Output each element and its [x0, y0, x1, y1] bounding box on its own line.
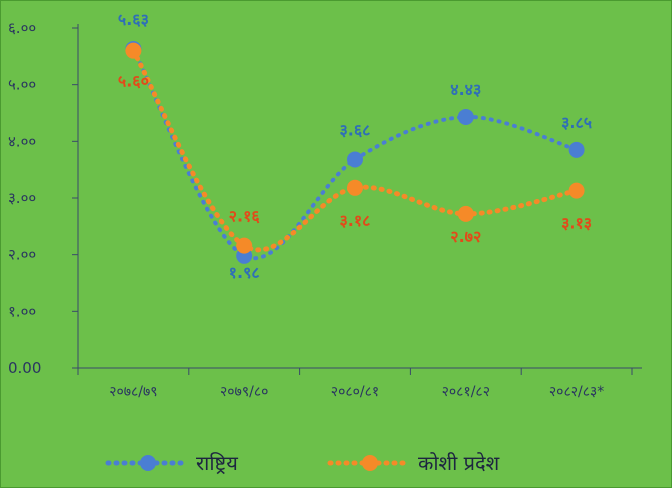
y-tick-label: ३.००: [8, 189, 36, 207]
x-tick-label: २०८२/८३*: [549, 384, 604, 400]
x-tick-label: २०७८/७९: [109, 384, 157, 400]
data-point-koshi: [568, 182, 585, 199]
series-line-koshi: [130, 48, 580, 253]
x-tick-label: २०८१/८२: [442, 384, 490, 400]
data-point-national: [347, 151, 363, 168]
data-label-koshi: २.१६: [229, 207, 261, 226]
data-label-koshi: ३.१८: [339, 211, 370, 230]
data-point-national: [568, 141, 585, 158]
data-label-national: ३.८५: [561, 113, 592, 132]
data-label-national: १.९८: [229, 263, 260, 282]
data-label-national: ५.६३: [118, 10, 149, 29]
series-lines: [130, 46, 580, 261]
data-point-koshi: [457, 205, 474, 222]
x-tick-label: २०७९/८०: [220, 384, 268, 400]
legend-label-national: राष्ट्रिय: [196, 451, 238, 475]
data-point-koshi: [236, 237, 253, 254]
data-label-koshi: ३.१३: [561, 214, 592, 233]
y-tick-label: २.००: [8, 246, 36, 264]
data-label-koshi: २.७२: [450, 227, 481, 246]
data-point-koshi: [125, 42, 142, 59]
legend-marker-koshi: [362, 455, 378, 471]
legend: राष्ट्रिय कोशी प्रदेश: [105, 451, 500, 475]
y-axis: 0.00 १.०० २.०० ३.०० ४.०० ५.०० ६.००: [8, 19, 79, 377]
data-label-national: ३.६८: [339, 120, 370, 139]
series-points: [125, 40, 585, 264]
y-tick-label: १.००: [8, 302, 36, 320]
data-labels: ५.६३ १.९८ ३.६८ ४.४३ ३.८५ ५.६० २.१६ ३.१८ २.७२ ३.१३: [118, 10, 592, 282]
y-tick-label: ५.००: [8, 76, 36, 94]
data-point-koshi: [347, 179, 363, 196]
legend-marker-national: [140, 455, 156, 471]
data-label-koshi: ५.६०: [118, 72, 149, 91]
y-tick-label: 0.00: [8, 359, 41, 377]
y-tick-label: ६.००: [8, 19, 36, 37]
y-tick-label: ४.००: [8, 132, 36, 150]
series-line-national: [131, 46, 579, 261]
x-axis: २०७८/७९ २०७९/८० २०८०/८१ २०८१/८२ २०८२/८३*: [77, 367, 642, 400]
data-label-national: ४.४३: [450, 80, 481, 99]
legend-label-koshi: कोशी प्रदेश: [418, 451, 500, 475]
data-point-national: [457, 108, 474, 125]
x-tick-label: २०८०/८१: [331, 384, 379, 400]
